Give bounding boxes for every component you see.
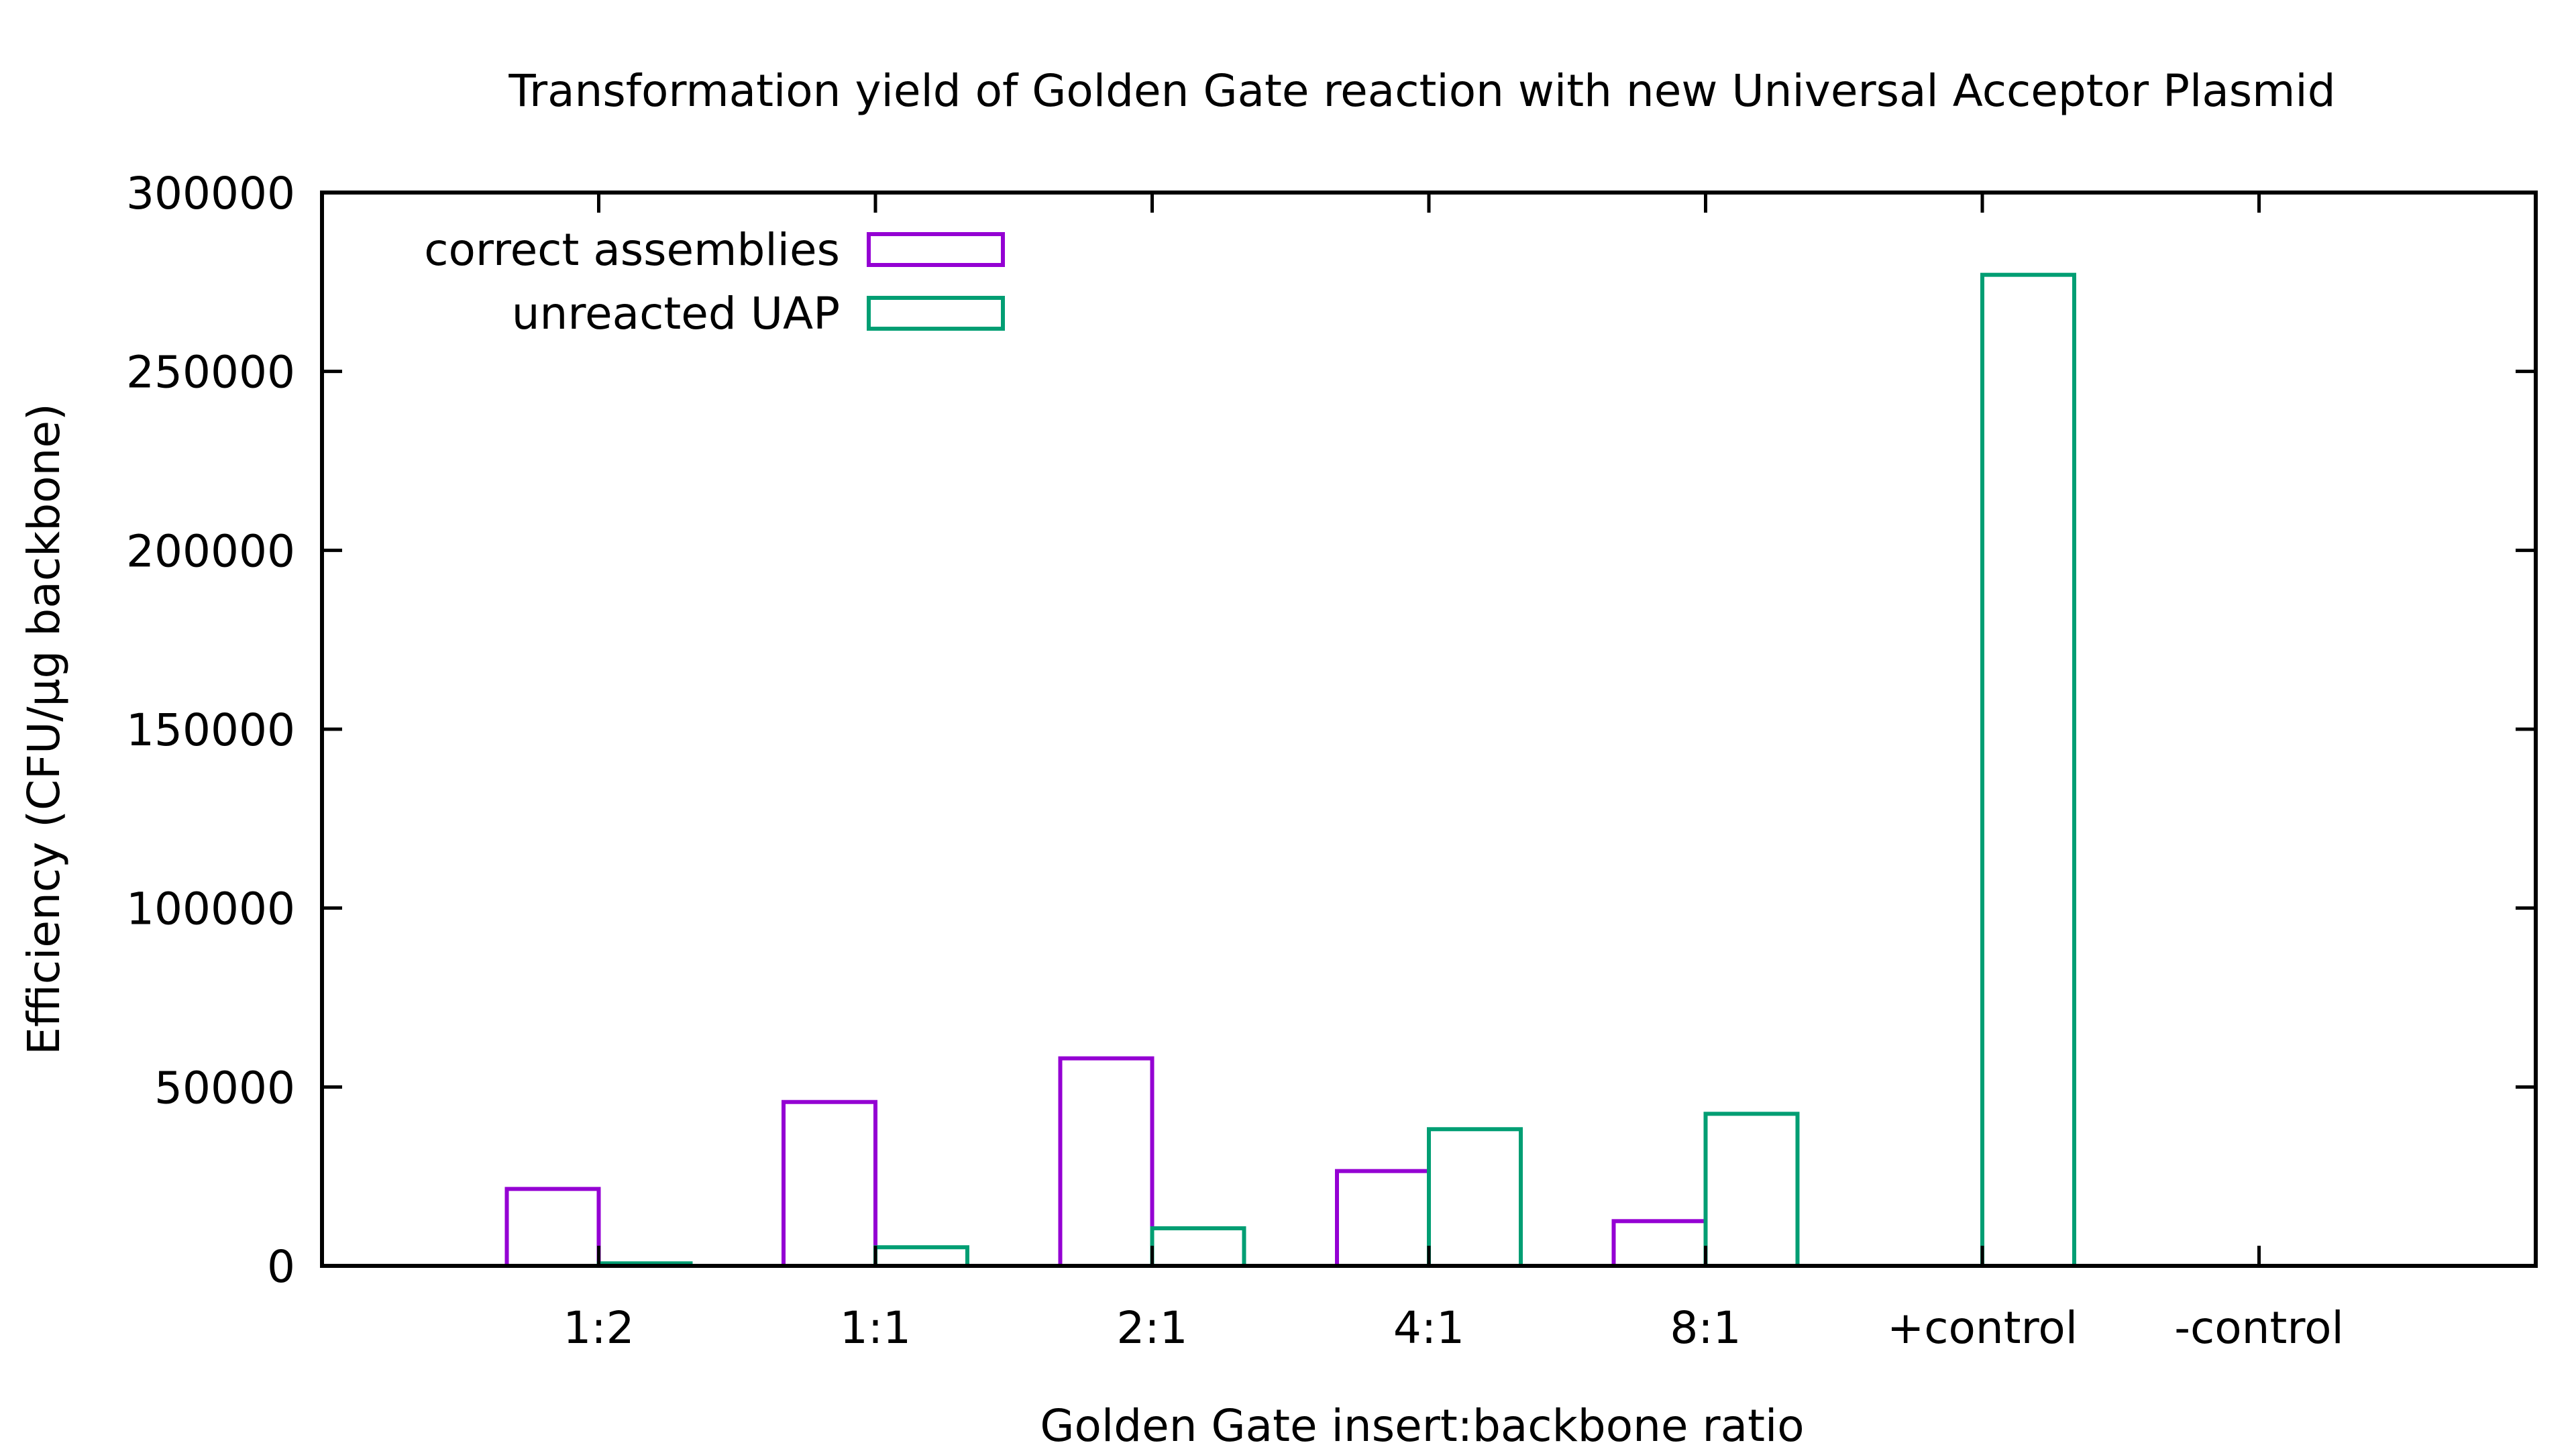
- y-axis-label: Efficiency (CFU/µg backbone): [18, 403, 70, 1055]
- y-tick-label: 100000: [126, 883, 295, 935]
- bar-unreacted-uap-5: [1703, 1112, 1800, 1269]
- ticks-group: 0 50000 100000 150000 200000 250000 300000 1:2 1…: [126, 168, 2536, 1354]
- legend-label: unreacted UAP: [512, 288, 840, 339]
- bars-group: [504, 272, 2076, 1269]
- y-tick-label: 0: [267, 1241, 295, 1293]
- bar-unreacted-uap-4: [1427, 1127, 1523, 1269]
- chart-title: Transformation yield of Golden Gate reac…: [508, 65, 2335, 117]
- y-tick-label: 50000: [154, 1062, 295, 1114]
- bar-correct-assemblies-2: [782, 1099, 877, 1268]
- y-tick-label: 250000: [126, 347, 295, 398]
- y-tick-label: 200000: [126, 525, 295, 577]
- x-tick-label: +control: [1887, 1302, 2078, 1354]
- bar-unreacted-uap-3: [1150, 1226, 1246, 1268]
- legend-swatch: [867, 296, 1005, 331]
- y-tick-label: 150000: [126, 704, 295, 756]
- bar-correct-assemblies-3: [1058, 1056, 1155, 1268]
- x-tick-label: 1:1: [840, 1302, 911, 1354]
- x-tick-label: 8:1: [1670, 1302, 1741, 1354]
- bar-correct-assemblies-4: [1335, 1169, 1431, 1268]
- bar-correct-assemblies-1: [504, 1187, 601, 1269]
- x-tick-label: -control: [2174, 1302, 2344, 1354]
- x-tick-label: 2:1: [1116, 1302, 1187, 1354]
- plot-frame: [320, 191, 2538, 1268]
- x-axis-label: Golden Gate insert:backbone ratio: [1040, 1400, 1804, 1449]
- x-tick-label: 1:2: [563, 1302, 634, 1354]
- bar-unreacted-uap-6: [1980, 272, 2076, 1269]
- x-tick-label: 4:1: [1393, 1302, 1464, 1354]
- legend-swatch: [867, 232, 1005, 267]
- legend-label: correct assemblies: [424, 224, 840, 276]
- y-tick-label: 300000: [126, 168, 295, 219]
- bar-unreacted-uap-2: [873, 1245, 969, 1269]
- bar-correct-assemblies-5: [1611, 1219, 1708, 1269]
- legend: correct assemblies unreacted UAP: [424, 224, 1005, 339]
